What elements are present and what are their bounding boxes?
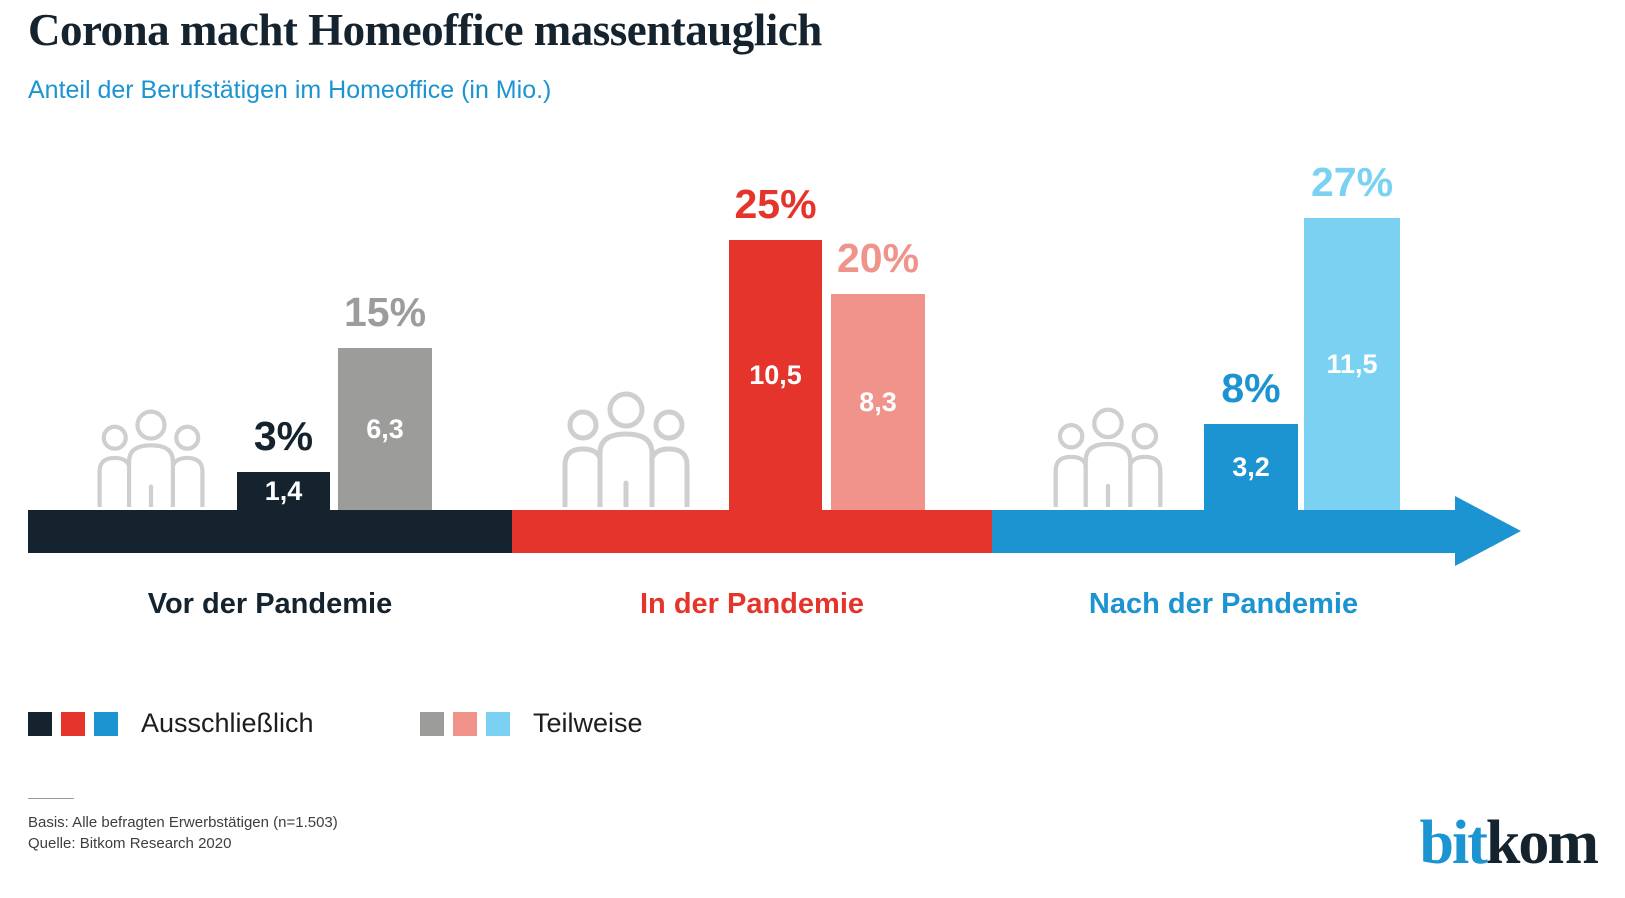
bar-nach-teilweise: 11,5 [1304, 218, 1400, 510]
bar-value: 10,5 [749, 359, 802, 390]
footnote-source: Quelle: Bitkom Research 2020 [28, 835, 232, 852]
percent-label: 20% [836, 235, 920, 281]
bar-value: 11,5 [1326, 348, 1378, 379]
axis-segment-in [512, 510, 992, 553]
bar-value: 8,3 [859, 386, 897, 417]
percent-label: 27% [1310, 159, 1394, 205]
bar-column-vor-ausschliesslich: 3% 1,4 [237, 416, 330, 510]
arrow-head-icon [1455, 496, 1521, 566]
bar-column-nach-ausschliesslich: 8% 3,2 [1204, 368, 1298, 510]
legend-ausschliesslich: Ausschließlich [28, 708, 314, 739]
legend-swatch-dark [28, 711, 52, 736]
legend-label: Teilweise [533, 708, 643, 738]
axis-segment-vor [28, 510, 512, 553]
bar-column-in-teilweise: 20% 8,3 [831, 238, 925, 510]
logo-bit: bit [1419, 809, 1488, 877]
footnote-divider [28, 798, 74, 799]
bitkom-logo: bitkom [1419, 809, 1600, 877]
footnote-basis: Basis: Alle befragten Erwerbstätigen (n=… [28, 814, 338, 831]
legend-label: Ausschließlich [141, 708, 314, 738]
legend-swatch-lightblue [486, 711, 510, 736]
bar-nach-ausschliesslich: 3,2 [1204, 424, 1298, 510]
bar-value: 6,3 [366, 413, 404, 444]
people-group-icon [562, 391, 690, 507]
category-label-vor: Vor der Pandemie [147, 588, 393, 620]
timeline-arrow [28, 510, 1455, 553]
percent-label: 8% [1221, 365, 1281, 411]
percent-label: 15% [343, 289, 427, 335]
category-label-in: In der Pandemie [639, 588, 864, 620]
legend-teilweise: Teilweise [420, 708, 643, 739]
legend-swatch-gray [420, 711, 444, 736]
axis-segment-nach [992, 510, 1455, 553]
legend-swatch-red [61, 711, 85, 736]
bar-column-in-ausschliesslich: 25% 10,5 [729, 184, 822, 510]
page-title: Corona macht Homeoffice massentauglich [28, 5, 822, 55]
bar-in-ausschliesslich: 10,5 [729, 240, 822, 510]
bar-vor-ausschliesslich: 1,4 [237, 472, 330, 510]
percent-label: 25% [734, 181, 817, 227]
legend-swatch-blue [94, 711, 118, 736]
bar-value: 1,4 [264, 475, 303, 506]
bar-column-nach-teilweise: 27% 11,5 [1304, 162, 1400, 510]
footnote: Basis: Alle befragten Erwerbstätigen (n=… [28, 812, 338, 854]
bar-value: 3,2 [1232, 451, 1270, 482]
bar-in-teilweise: 8,3 [831, 294, 925, 510]
people-group-icon [1053, 408, 1163, 507]
bar-vor-teilweise: 6,3 [338, 348, 432, 510]
category-label-nach: Nach der Pandemie [1088, 588, 1359, 620]
chart-subtitle: Anteil der Berufstätigen im Homeoffice (… [28, 76, 552, 104]
bar-column-vor-teilweise: 15% 6,3 [338, 292, 432, 510]
percent-label: 3% [253, 413, 314, 459]
people-group-icon [97, 409, 205, 507]
logo-kom: kom [1485, 809, 1599, 877]
legend-swatch-pink [453, 711, 477, 736]
